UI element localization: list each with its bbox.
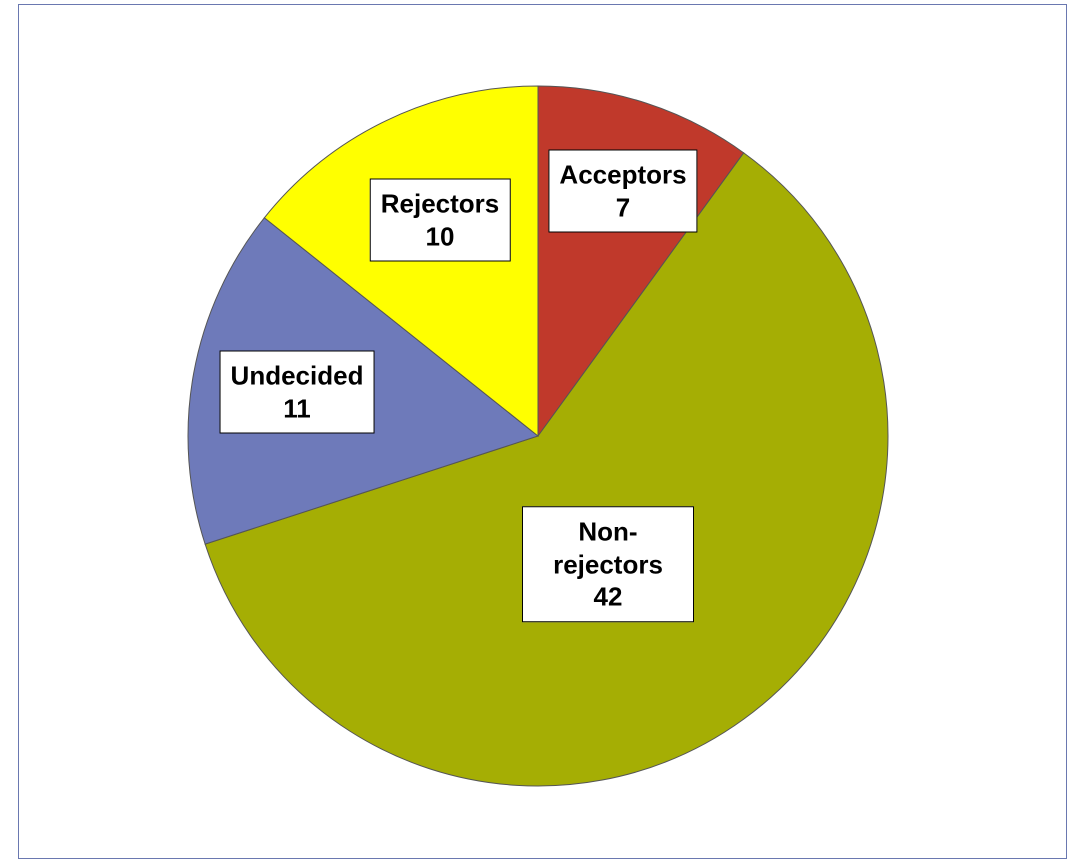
- label-name: Undecided: [230, 360, 364, 391]
- data-label: Acceptors 7: [548, 149, 698, 233]
- label-value: 11: [283, 393, 311, 423]
- label-value: 10: [425, 221, 455, 251]
- label-name: Rejectors: [380, 188, 500, 219]
- label-value: 7: [615, 192, 631, 222]
- pie-slice: [204, 152, 889, 787]
- data-label: Rejectors 10: [369, 178, 511, 262]
- chart-frame: [18, 4, 1067, 859]
- data-label: Non-rejectors 42: [522, 506, 694, 622]
- label-value: 42: [593, 581, 623, 612]
- label-name: Non-rejectors: [553, 516, 663, 579]
- label-name: Acceptors: [559, 159, 687, 190]
- data-label: Undecided 11: [219, 350, 375, 434]
